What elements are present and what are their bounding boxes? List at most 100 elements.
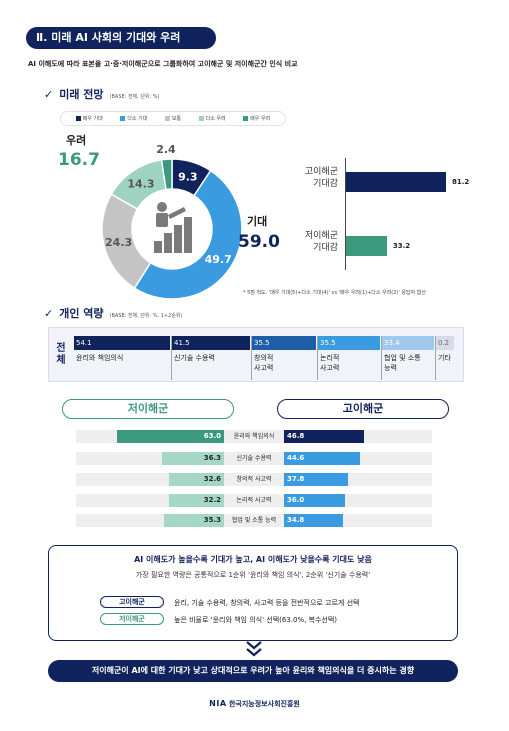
footer: NIA 한국지능정보사회진흥원 <box>0 699 509 709</box>
expect-label: 기대 <box>247 215 268 228</box>
donut-value-label: 24.3 <box>105 236 132 249</box>
high-group-bar: 37.8 <box>284 473 349 486</box>
legend-label: 다소 기대 <box>127 116 148 122</box>
label-line: 논리적 <box>320 354 340 362</box>
comparison-category-label: 창의적 사고력 <box>236 476 272 483</box>
check-icon: ✓ <box>44 307 54 320</box>
future-base: (BASE: 전체, 단위: %) <box>109 94 160 100</box>
donut-slice <box>160 158 173 191</box>
label-line: 능력 <box>384 364 397 372</box>
legend-label: 매우 우려 <box>250 116 271 122</box>
low-group-bar: 63.0 <box>116 430 224 443</box>
overall-category-label: 윤리와 책임의식 <box>76 354 124 362</box>
nia-logo: NIA <box>209 699 227 708</box>
donut-value-label: 14.3 <box>127 178 154 191</box>
overall-value-cell: 54.1 <box>74 336 170 350</box>
overall-separator <box>171 336 172 380</box>
label-line: 사고력 <box>320 364 340 372</box>
high-group-bar: 46.8 <box>284 430 364 443</box>
capacity-title: 개인 역량 <box>59 307 104 320</box>
expectation-bar <box>346 172 446 192</box>
legend-swatch <box>164 116 170 121</box>
high-group-bar: 44.6 <box>284 452 360 465</box>
legend-swatch <box>243 116 249 121</box>
comparison-category-label: 논리적 사고력 <box>236 497 272 504</box>
donut-value-label: 9.3 <box>178 170 198 183</box>
expectation-value-label: 33.2 <box>392 242 411 250</box>
donut-value-label: 2.4 <box>156 143 176 156</box>
low-group-bar: 35.3 <box>163 514 224 527</box>
legend-label: 다소 우려 <box>205 116 226 122</box>
legend-swatch <box>75 116 81 121</box>
label-line: 협업 및 소통 <box>384 354 421 362</box>
high-group-bar: 34.8 <box>284 514 344 527</box>
overall-value-cell: 33.4 <box>382 336 434 350</box>
low-group-text: 높은 비율로 '윤리와 책임 의식' 선택(63.0%, 복수선택) <box>174 616 338 624</box>
overall-separator <box>381 336 382 380</box>
category-label-line: 고이해군 <box>304 167 338 177</box>
legend-label: 보통 <box>171 116 182 122</box>
double-chevron-down-icon <box>246 641 262 657</box>
section-title: Ⅱ. 미래 AI 사회의 기대와 우려 <box>26 27 216 49</box>
expect-value: 59.0 <box>238 232 280 252</box>
legend-item: 다소 우려 <box>198 115 226 122</box>
overall-value-cell: 35.5 <box>252 336 316 350</box>
overall-category-label: 기타 <box>438 354 451 362</box>
comparison-category-label: 신기술 수용력 <box>236 455 272 462</box>
high-group-text: 윤리, 기술 수용력, 창의력, 사고력 등을 전반적으로 고르게 선택 <box>174 599 360 607</box>
org-name: 한국지능정보사회진흥원 <box>228 700 300 708</box>
overall-value-cell: 35.5 <box>318 336 380 350</box>
comparison-category-label: 협업 및 소통 능력 <box>231 517 277 524</box>
check-icon: ✓ <box>44 88 54 101</box>
capacity-base: (BASE: 전체, 단위: %, 1+2순위) <box>109 313 183 319</box>
legend-swatch <box>120 116 126 121</box>
conclusion-banner: 저이해군이 AI에 대한 기대가 낮고 상대적으로 우려가 높아 윤리와 책임의… <box>48 660 458 682</box>
expectation-bar <box>346 236 387 256</box>
low-group-tag: 저이해군 <box>100 613 164 625</box>
high-group-bar: 36.0 <box>284 494 346 507</box>
label-line: 창의적 <box>254 354 274 362</box>
legend-item: 다소 기대 <box>120 115 147 122</box>
worry-value: 16.7 <box>58 150 100 170</box>
low-group-bar: 36.3 <box>162 452 224 465</box>
overall-category-label: 신기술 수용력 <box>174 354 215 362</box>
summary-title: AI 이해도가 높을수록 기대가 높고, AI 이해도가 낮을수록 기대도 낮음 <box>134 555 372 564</box>
high-group-pill: 고이해군 <box>277 399 449 419</box>
overall-separator <box>317 336 318 380</box>
donut-value-label: 49.7 <box>205 253 232 266</box>
worry-label: 우려 <box>66 134 87 147</box>
donut-slice <box>133 169 243 300</box>
axis-line <box>345 158 346 270</box>
category-label-line: 기대감 <box>313 243 338 253</box>
summary-subtitle: 가장 필요한 역량은 공통적으로 1순위 '윤리와 책임 의식', 2순위 '신… <box>135 571 371 579</box>
low-group-pill: 저이해군 <box>62 399 234 419</box>
person-climbing-bar-chart-icon <box>154 202 192 253</box>
overall-separator <box>251 336 252 380</box>
label-line: 사고력 <box>254 364 274 372</box>
high-group-tag: 고이해군 <box>100 596 164 608</box>
legend-item: 보통 <box>164 115 182 122</box>
low-group-bar: 32.2 <box>169 494 224 507</box>
summary-box <box>48 545 458 641</box>
overall-value-cell: 41.5 <box>172 336 250 350</box>
category-label-line: 저이해군 <box>304 231 338 241</box>
legend-item: 매우 우려 <box>243 115 270 122</box>
overall-value-cell: 0.2 <box>436 336 454 350</box>
donut-legend: 매우 기대 다소 기대 보통 다소 우려 매우 우려 <box>60 111 286 126</box>
overall-separator <box>435 336 436 380</box>
page-subtitle: AI 이해도에 따라 표본을 고·중·저이해군으로 그룹화하여 고이해군 및 저… <box>28 60 298 68</box>
category-label-line: 기대감 <box>313 179 338 189</box>
legend-swatch <box>198 116 204 121</box>
expectation-value-label: 81.2 <box>452 178 470 186</box>
future-donut-chart: 9.3 49.7 24.3 14.3 2.4 <box>84 141 260 317</box>
future-heading: ✓ 미래 전망 (BASE: 전체, 단위: %) <box>44 86 160 102</box>
comparison-category-label: 윤리와 책임의식 <box>233 433 275 440</box>
future-title: 미래 전망 <box>59 88 104 101</box>
capacity-heading: ✓ 개인 역량 (BASE: 전체, 단위: %, 1+2순위) <box>44 305 182 321</box>
future-footnote: * 5점 척도, '매우 기대(5)+다소 기대(4)' vs '매우 우려(1… <box>243 290 426 296</box>
